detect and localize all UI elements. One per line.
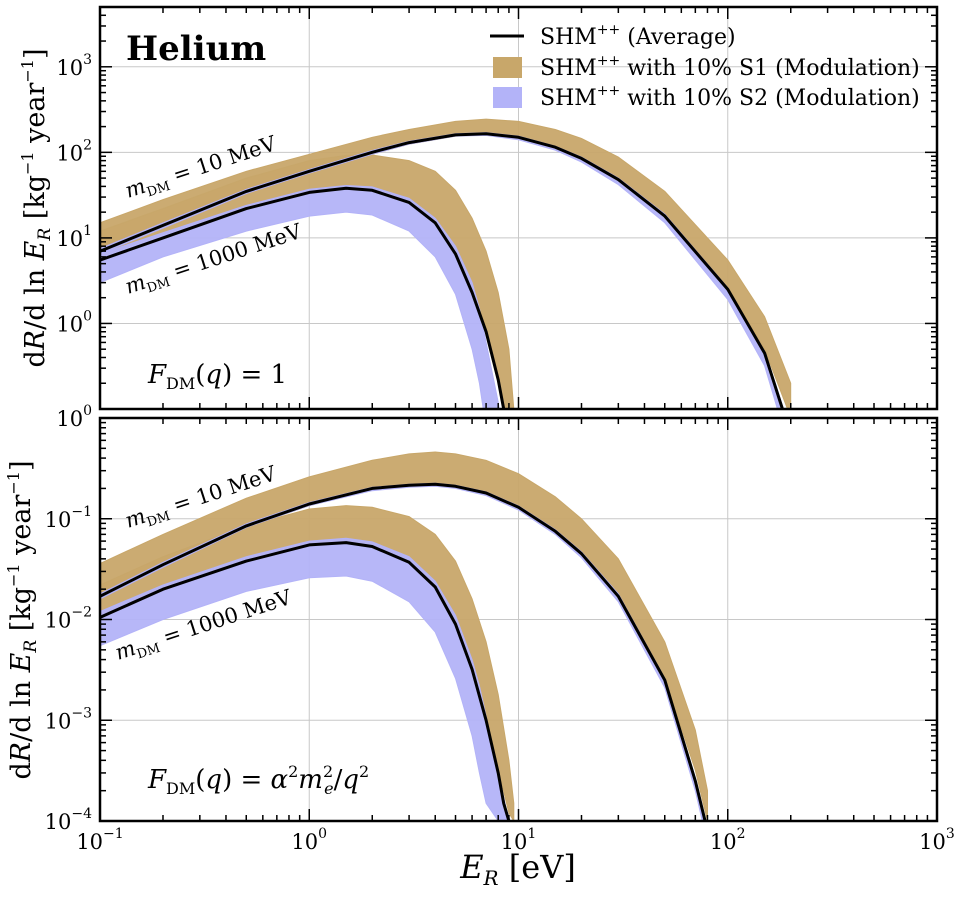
top-s2-1000mev-band [100,184,500,409]
x-tick-label-1: 100 [291,826,327,854]
top-plot-area [100,118,792,409]
top-average-1000mev-line [100,186,506,409]
bottom-y-tick-labels: 10−4 10−3 10−2 10−1 100 [45,403,92,834]
top-y-tick-labels: 100 101 102 103 [56,52,92,337]
bottom-average-10mev-line [100,482,707,821]
top-y-axis-label: dR/d ln ER [kg−1 year−1] [18,48,55,367]
top-average-10mev-line [100,132,785,409]
legend-entry-average: SHM++ (Average) [540,22,736,50]
bottom-ytick-label-1: 10−3 [45,705,92,733]
bottom-plot-area [100,451,708,821]
top-ytick-label-3: 103 [56,52,92,80]
bottom-ticks [99,417,937,822]
x-axis-label: ER [eV] [459,848,576,890]
legend: SHM++ (Average) SHM++ with 10% S1 (Modul… [490,22,920,111]
bottom-ytick-label-0: 10−4 [45,806,92,834]
bottom-y-axis-label: dR/d ln ER [kg−1 year−1] [4,460,41,779]
top-ticks [99,6,937,410]
bottom-ytick-label-3: 10−1 [45,504,92,532]
bottom-average-1000mev-line [100,541,511,821]
legend-swatch-s2 [493,87,522,108]
bottom-ytick-label-4: 100 [56,403,92,431]
x-tick-label-3: 102 [710,826,746,854]
figure-title: Helium [126,29,266,69]
x-tick-labels: 10−1 100 101 102 103 [76,826,955,854]
legend-entry-s1: SHM++ with 10% S1 (Modulation) [540,53,920,81]
bottom-ytick-label-2: 10−2 [45,605,92,633]
x-tick-label-0: 10−1 [76,826,123,854]
bottom-form-factor-label: FDM(q) = α2m2 e/q2 [147,762,369,798]
legend-entry-s2: SHM++ with 10% S2 (Modulation) [540,83,920,111]
top-ytick-label-0: 100 [56,308,92,336]
bottom-s2-1000mev-band [100,537,510,821]
x-tick-label-2: 101 [501,826,537,854]
legend-swatch-s1 [493,57,522,78]
top-ytick-label-2: 102 [56,137,92,165]
x-tick-label-4: 103 [919,826,955,854]
top-ytick-label-1: 101 [56,223,92,251]
top-form-factor-label: FDM(q) = 1 [147,360,287,393]
